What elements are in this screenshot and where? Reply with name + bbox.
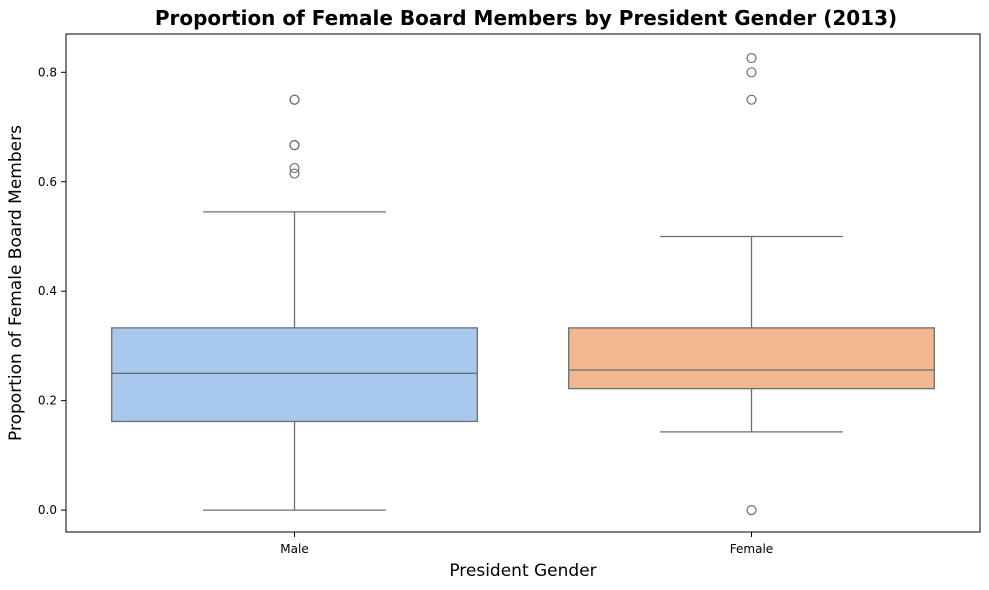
y-tick-label: 0.0: [38, 503, 57, 517]
axes-frame: [65, 33, 981, 533]
outlier-point: [289, 168, 300, 179]
outlier-point: [746, 94, 757, 105]
outlier-point: [289, 94, 300, 105]
chart-title: Proportion of Female Board Members by Pr…: [155, 6, 897, 30]
outlier-point: [746, 67, 757, 78]
outlier-point: [289, 139, 300, 151]
outlier-point: [289, 162, 300, 174]
y-tick-label: 0.4: [38, 284, 57, 298]
outlier-point: [746, 505, 757, 516]
box-group-male: [111, 94, 478, 511]
x-axis: Male Female: [280, 532, 773, 556]
x-axis-label: President Gender: [449, 561, 596, 581]
plot-area: [65, 33, 981, 533]
x-tick-label: Male: [280, 542, 308, 556]
x-tick-label: Female: [730, 542, 773, 556]
y-tick-label: 0.6: [38, 175, 57, 189]
outlier-point: [746, 52, 757, 64]
y-tick-label: 0.8: [38, 65, 57, 79]
y-axis-label: Proportion of Female Board Members: [6, 125, 26, 441]
box-group-female: [568, 52, 935, 516]
box-iqr: [111, 327, 478, 423]
y-axis: 0.0 0.2 0.4 0.6 0.8: [38, 65, 66, 517]
box-iqr: [568, 327, 935, 390]
y-tick-label: 0.2: [38, 394, 57, 408]
